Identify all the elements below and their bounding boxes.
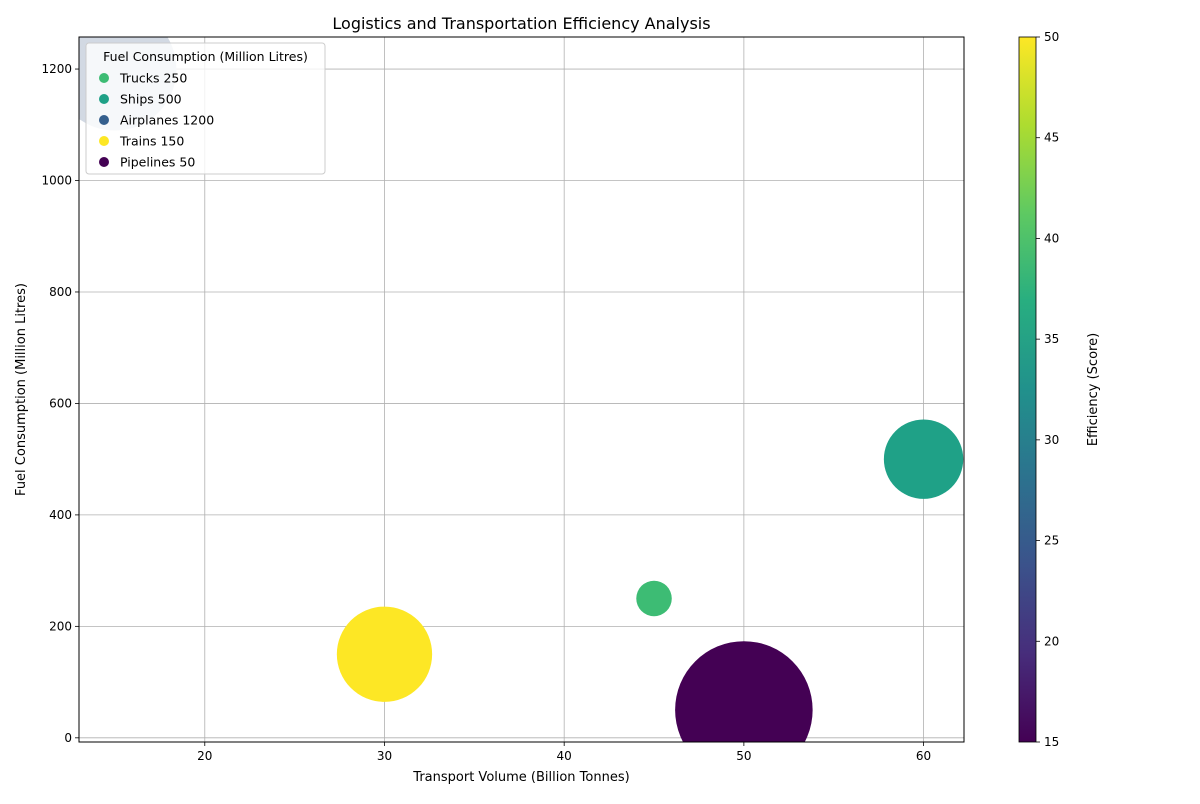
colorbar-tick-label: 50 (1044, 30, 1059, 44)
y-tick-label: 0 (64, 731, 72, 745)
colorbar-ticks: 15 20 25 30 35 40 45 50 (1036, 30, 1059, 749)
point-ships (883, 419, 964, 499)
point-pipelines (675, 641, 813, 742)
y-tick-label: 200 (49, 619, 72, 633)
plot-area-frame (78, 36, 965, 743)
legend-marker-ships (99, 94, 109, 104)
chart-title: Logistics and Transportation Efficiency … (332, 14, 710, 33)
y-tick-label: 1200 (41, 62, 72, 76)
legend-title: Fuel Consumption (Million Litres) (103, 49, 308, 64)
y-tick-label: 800 (49, 285, 72, 299)
legend-items: Trucks 250 Ships 500 Airplanes 1200 Trains … (99, 71, 214, 170)
legend-marker-trucks (99, 73, 109, 83)
colorbar-tick-label: 40 (1044, 231, 1059, 245)
legend-marker-trains (99, 136, 109, 146)
y-axis-label: Fuel Consumption (Million Litres) (14, 283, 29, 496)
x-axis-label: Transport Volume (Billion Tonnes) (412, 770, 629, 785)
colorbar: 15 20 25 30 35 40 45 50 Efficiency (Score) (1018, 30, 1101, 749)
colorbar-tick-label: 15 (1044, 735, 1059, 749)
legend-marker-pipelines (99, 157, 109, 167)
y-tick-label: 1000 (41, 174, 72, 188)
y-tick-label: 400 (49, 508, 72, 522)
legend-marker-airplanes (99, 115, 109, 125)
x-tick-label: 60 (916, 749, 931, 763)
x-tick-label: 50 (736, 749, 751, 763)
colorbar-tick-label: 25 (1044, 534, 1059, 548)
y-axis-ticks: 0 200 400 600 800 1000 1200 (41, 62, 79, 745)
legend-label-ships: Ships 500 (120, 92, 182, 107)
legend-label-airplanes: Airplanes 1200 (120, 113, 214, 128)
colorbar-label: Efficiency (Score) (1086, 333, 1101, 446)
colorbar-tick-label: 30 (1044, 433, 1059, 447)
legend: Fuel Consumption (Million Litres) Trucks… (85, 42, 326, 175)
colorbar-tick-label: 35 (1044, 332, 1059, 346)
colorbar-tick-label: 20 (1044, 634, 1059, 648)
x-tick-label: 30 (377, 749, 392, 763)
y-tick-label: 600 (49, 396, 72, 410)
legend-label-trains: Trains 150 (119, 134, 184, 149)
x-tick-label: 40 (557, 749, 572, 763)
colorbar-gradient (1018, 36, 1037, 743)
point-trains (336, 606, 433, 702)
x-tick-label: 20 (197, 749, 212, 763)
x-axis-ticks: 20 30 40 50 60 (197, 742, 931, 763)
legend-box (85, 42, 326, 175)
point-trucks (636, 580, 672, 617)
legend-label-trucks: Trucks 250 (119, 71, 187, 86)
legend-label-pipelines: Pipelines 50 (120, 155, 195, 170)
colorbar-tick-label: 45 (1044, 131, 1059, 145)
